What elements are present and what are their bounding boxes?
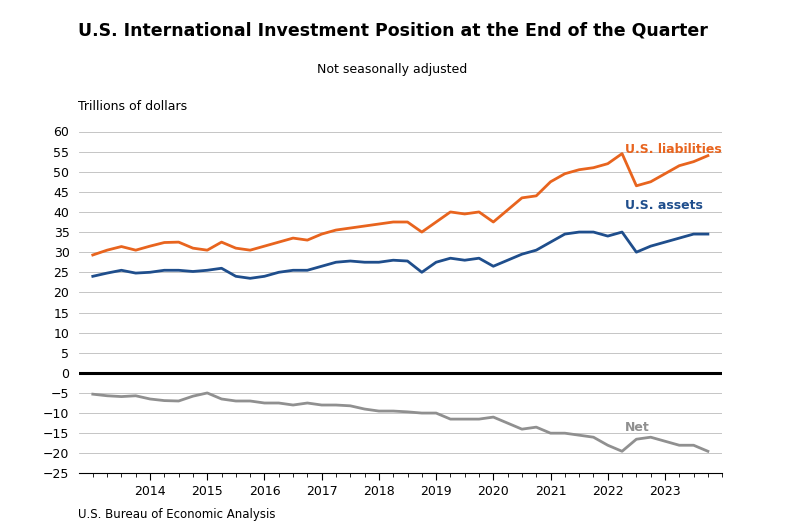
Text: U.S. assets: U.S. assets xyxy=(625,199,703,213)
Text: Net: Net xyxy=(625,421,650,433)
Text: U.S. Bureau of Economic Analysis: U.S. Bureau of Economic Analysis xyxy=(78,508,276,521)
Text: U.S. liabilities: U.S. liabilities xyxy=(625,143,721,156)
Text: U.S. International Investment Position at the End of the Quarter: U.S. International Investment Position a… xyxy=(78,21,707,39)
Text: Trillions of dollars: Trillions of dollars xyxy=(78,100,188,113)
Text: Not seasonally adjusted: Not seasonally adjusted xyxy=(317,63,468,76)
